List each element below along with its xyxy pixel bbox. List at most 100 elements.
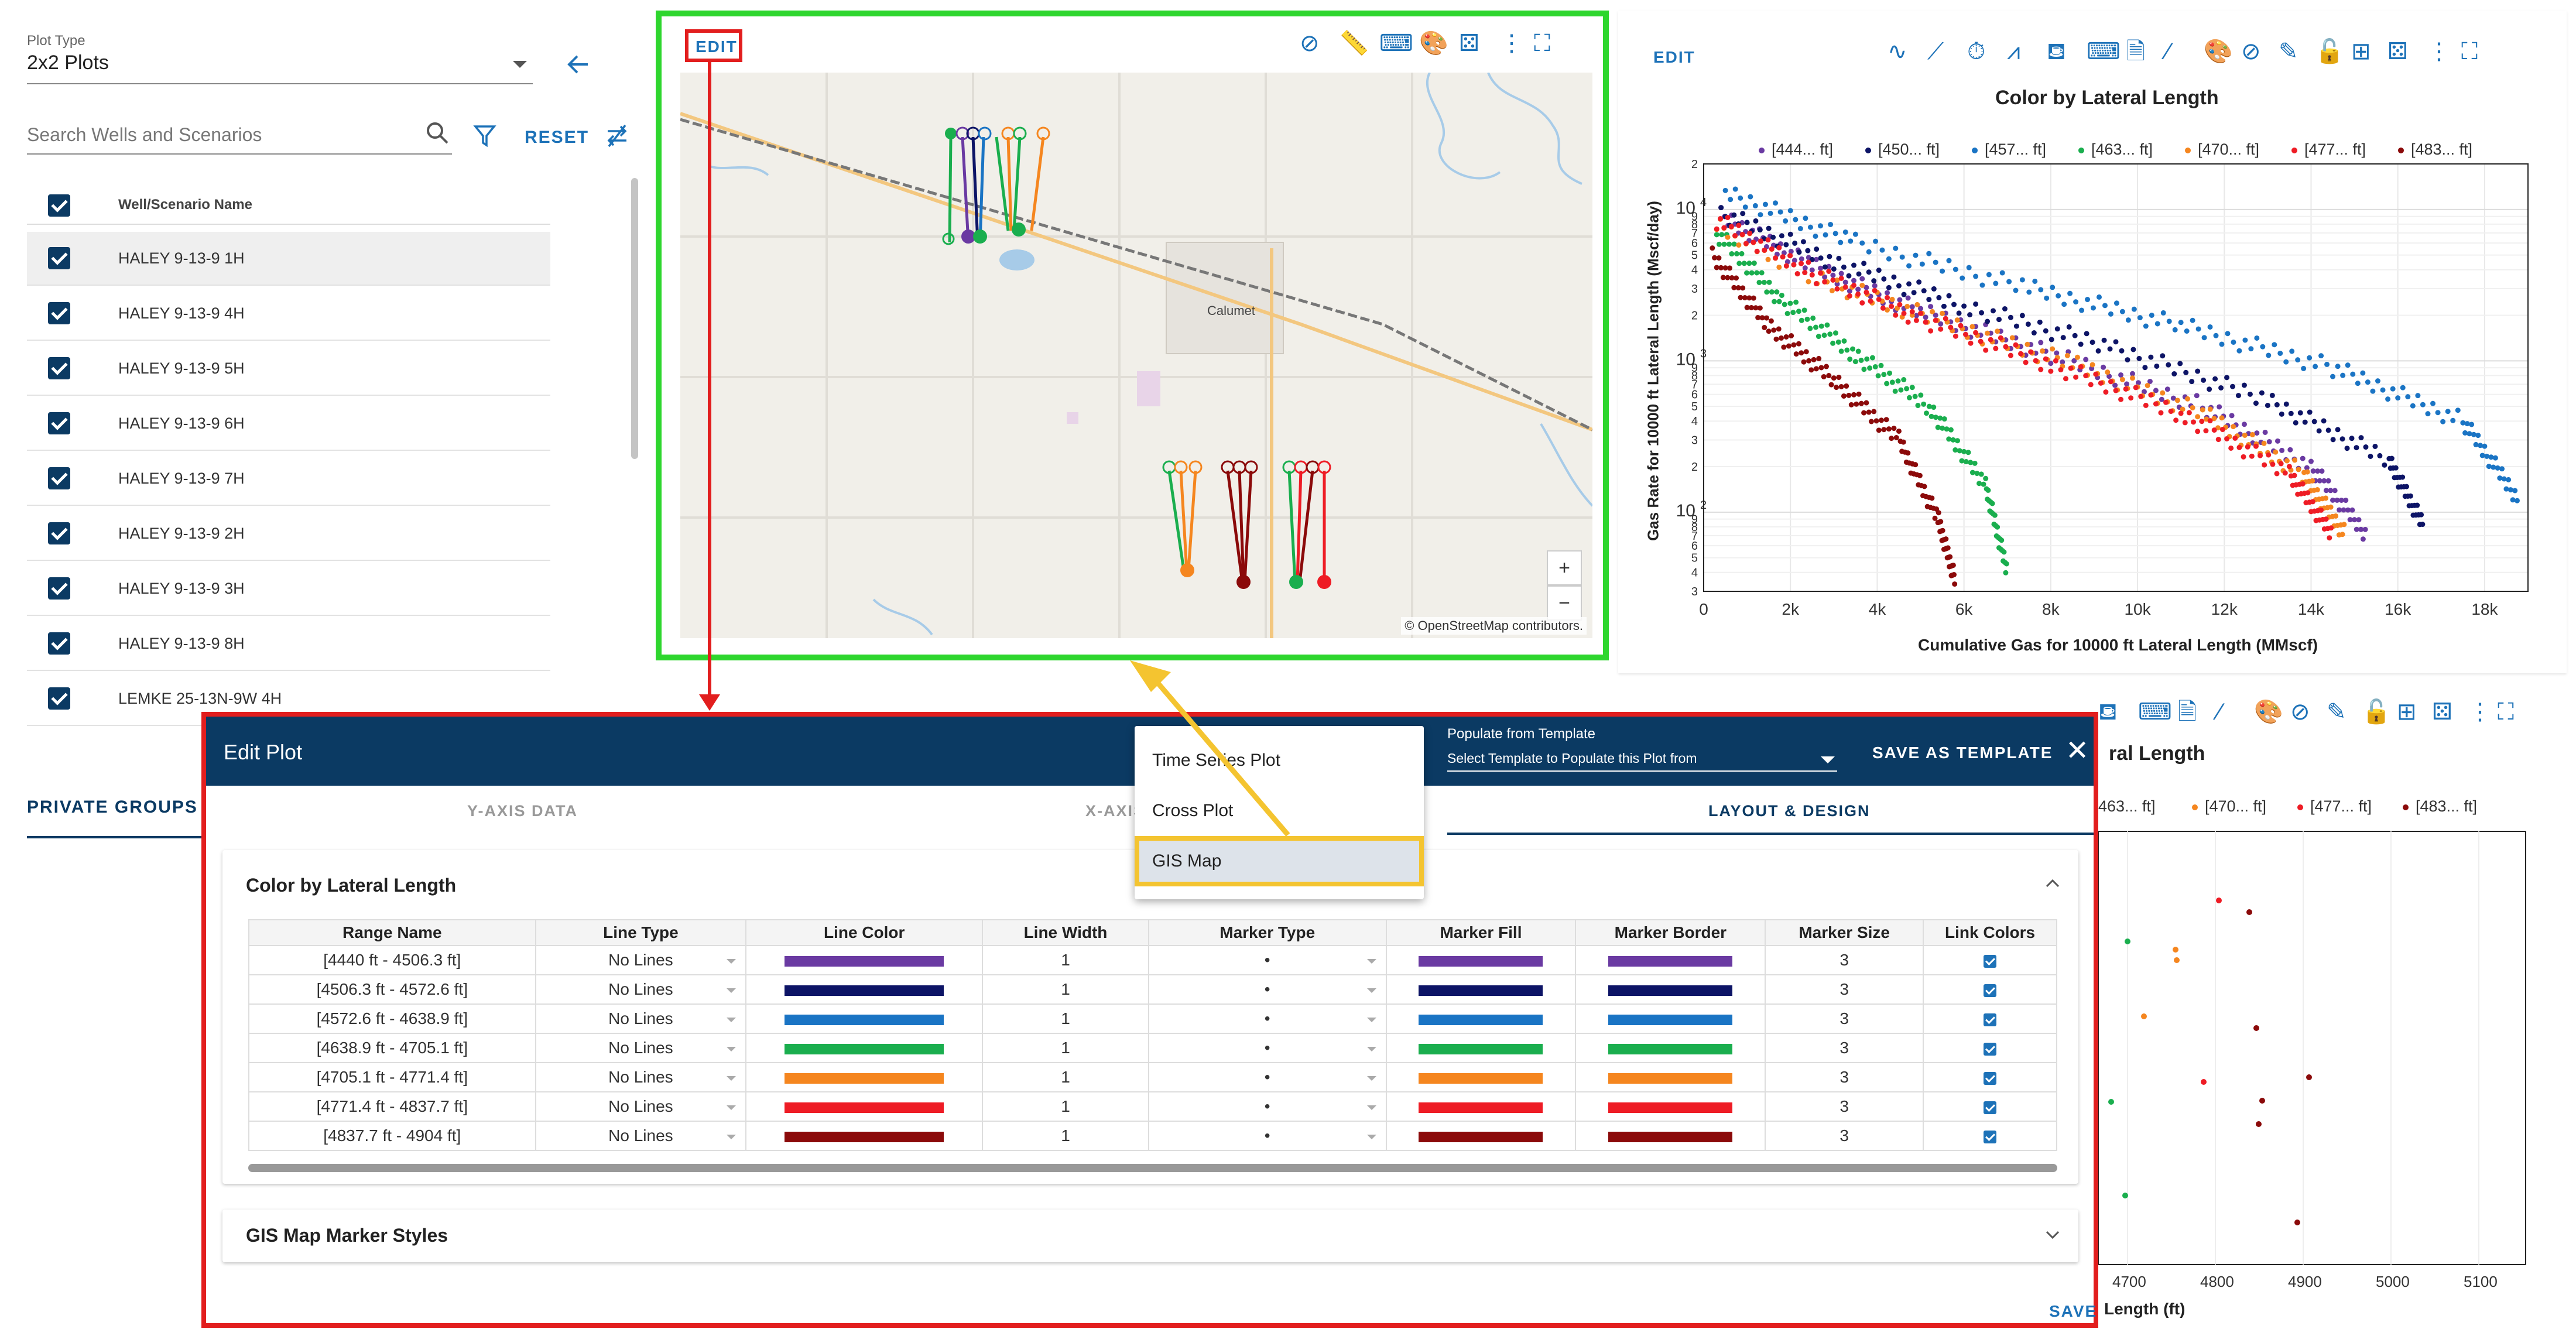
visibility-off-icon[interactable]: ⊘ <box>1300 30 1320 56</box>
marker-size-cell[interactable]: 3 <box>1765 1033 1924 1063</box>
keyboard-icon[interactable]: ⌨ <box>1379 30 1413 56</box>
link-colors-checkbox[interactable] <box>1984 1130 1997 1143</box>
map-edit-button[interactable]: EDIT <box>696 37 738 56</box>
link-colors-cell[interactable] <box>1923 1062 2057 1092</box>
menu-item-cross-plot[interactable]: Cross Plot <box>1152 801 1234 820</box>
line-type-select[interactable]: No Lines <box>535 1121 747 1151</box>
line-type-select[interactable]: No Lines <box>535 1003 747 1034</box>
line-color-swatch[interactable] <box>785 1073 944 1084</box>
link-colors-cell[interactable] <box>1923 1091 2057 1122</box>
chevron-down-icon[interactable] <box>1366 959 1376 964</box>
scatter-icon[interactable]: ⚄ <box>1459 30 1479 56</box>
save-button[interactable]: SAVE <box>2049 1302 2098 1320</box>
marker-fill-swatch[interactable] <box>1419 1131 1543 1142</box>
line-width-cell[interactable]: 1 <box>982 945 1149 975</box>
link-colors-cell[interactable] <box>1923 1121 2057 1151</box>
tab-private-groups[interactable]: PRIVATE GROUPS <box>27 797 198 817</box>
marker-border-swatch[interactable] <box>1608 1131 1733 1142</box>
link-colors-cell[interactable] <box>1923 945 2057 975</box>
link-colors-checkbox[interactable] <box>1984 1013 1997 1026</box>
zoom-out-button[interactable]: − <box>1547 585 1582 621</box>
pencil-icon[interactable]: ∕ <box>2218 699 2222 725</box>
lock-open-icon[interactable]: 🔓 <box>2362 699 2391 725</box>
marker-type-select[interactable]: • <box>1147 1003 1387 1034</box>
gis-map[interactable]: Calumet + − © OpenStreetMap contributors… <box>680 73 1592 638</box>
chevron-down-icon[interactable] <box>1366 1135 1376 1139</box>
gis-marker-section[interactable]: GIS Map Marker Styles <box>222 1210 2078 1262</box>
chevron-up-icon[interactable] <box>2043 874 2062 892</box>
chart-line-icon[interactable]: ⩘ <box>2007 39 2020 64</box>
marker-border-swatch[interactable] <box>1608 955 1733 967</box>
line-type-select[interactable]: No Lines <box>535 1033 747 1063</box>
paint-bucket-icon[interactable]: ⛾ <box>2047 39 2066 64</box>
marker-border-cell[interactable] <box>1575 1121 1766 1151</box>
paint-bucket-icon[interactable]: ⛾ <box>2098 699 2118 725</box>
edit-note-icon[interactable]: ✎ <box>2279 39 2298 64</box>
arrow-left-icon[interactable] <box>566 52 591 77</box>
chevron-down-icon[interactable] <box>2043 1226 2062 1245</box>
chevron-down-icon[interactable] <box>727 1076 737 1081</box>
fullscreen-icon[interactable]: ⛶ <box>1534 30 1550 56</box>
link-colors-cell[interactable] <box>1923 1003 2057 1034</box>
menu-item-gis-map[interactable]: GIS Map <box>1135 836 1424 886</box>
pencil-icon[interactable]: ∕ <box>2166 39 2170 64</box>
keyboard-icon[interactable]: ⌨ <box>2087 39 2121 64</box>
marker-border-swatch[interactable] <box>1608 1102 1733 1113</box>
line-color-swatch[interactable] <box>785 1102 944 1113</box>
marker-type-select[interactable]: • <box>1147 1033 1387 1063</box>
tab-y-axis-data[interactable]: Y-AXIS DATA <box>467 802 578 820</box>
fullscreen-icon[interactable]: ⛶ <box>2498 699 2514 725</box>
well-row[interactable]: HALEY 9-13-9 2H <box>27 507 550 561</box>
marker-fill-cell[interactable] <box>1385 1091 1577 1122</box>
chevron-down-icon[interactable] <box>727 1018 737 1022</box>
save-as-template-button[interactable]: SAVE AS TEMPLATE <box>1872 744 2053 762</box>
table-horizontal-scrollbar[interactable] <box>248 1164 2057 1172</box>
marker-fill-cell[interactable] <box>1385 1121 1577 1151</box>
marker-fill-swatch[interactable] <box>1419 955 1543 967</box>
legend-item[interactable]: [444... ft] <box>1759 141 1833 159</box>
search-input[interactable]: Search Wells and Scenarios <box>27 124 262 145</box>
marker-fill-cell[interactable] <box>1385 1062 1577 1092</box>
close-icon[interactable]: ✕ <box>2065 735 2089 766</box>
marker-size-cell[interactable]: 3 <box>1765 945 1924 975</box>
table-icon[interactable]: ⊞ <box>2351 39 2371 64</box>
well-checkbox[interactable] <box>48 577 70 600</box>
chevron-down-icon[interactable] <box>513 61 527 68</box>
search-icon[interactable] <box>425 121 450 145</box>
line-width-cell[interactable]: 1 <box>982 974 1149 1005</box>
ruler-icon[interactable]: 📏 <box>1340 30 1369 56</box>
lower-scatter-plot[interactable] <box>1618 684 2567 1328</box>
line-color-cell[interactable] <box>745 945 984 975</box>
well-row[interactable]: HALEY 9-13-9 3H <box>27 562 550 616</box>
link-colors-checkbox[interactable] <box>1984 1101 1997 1114</box>
zoom-in-button[interactable]: + <box>1547 550 1582 585</box>
link-colors-cell[interactable] <box>1923 1033 2057 1063</box>
tab-layout-design[interactable]: LAYOUT & DESIGN <box>1708 802 1871 820</box>
more-vert-icon[interactable]: ⋮ <box>2468 699 2492 725</box>
line-color-swatch[interactable] <box>785 1043 944 1054</box>
line-color-cell[interactable] <box>745 1003 984 1034</box>
table-icon[interactable]: ⊞ <box>2397 699 2417 725</box>
marker-size-cell[interactable]: 3 <box>1765 1062 1924 1092</box>
well-checkbox[interactable] <box>48 302 70 324</box>
legend-item[interactable]: [457... ft] <box>1972 141 2046 159</box>
legend-item[interactable]: [477... ft] <box>2291 141 2366 159</box>
chevron-down-icon[interactable] <box>1366 988 1376 993</box>
well-checkbox[interactable] <box>48 687 70 710</box>
select-all-checkbox[interactable] <box>48 194 70 217</box>
chart-edit-button[interactable]: EDIT <box>1653 48 1695 66</box>
well-row[interactable]: HALEY 9-13-9 8H <box>27 617 550 671</box>
well-list-scrollbar[interactable] <box>631 178 638 459</box>
marker-fill-swatch[interactable] <box>1419 1102 1543 1113</box>
palette-icon[interactable]: 🎨 <box>2204 39 2233 64</box>
marker-fill-cell[interactable] <box>1385 974 1577 1005</box>
marker-size-cell[interactable]: 3 <box>1765 1003 1924 1034</box>
reset-button[interactable]: RESET <box>525 128 590 147</box>
line-width-cell[interactable]: 1 <box>982 1033 1149 1063</box>
palette-icon[interactable]: 🎨 <box>2254 699 2283 725</box>
plot-type-select[interactable]: 2x2 Plots <box>27 52 109 74</box>
well-row[interactable]: HALEY 9-13-9 5H <box>27 342 550 396</box>
well-checkbox[interactable] <box>48 522 70 544</box>
link-colors-checkbox[interactable] <box>1984 1071 1997 1085</box>
well-checkbox[interactable] <box>48 412 70 434</box>
